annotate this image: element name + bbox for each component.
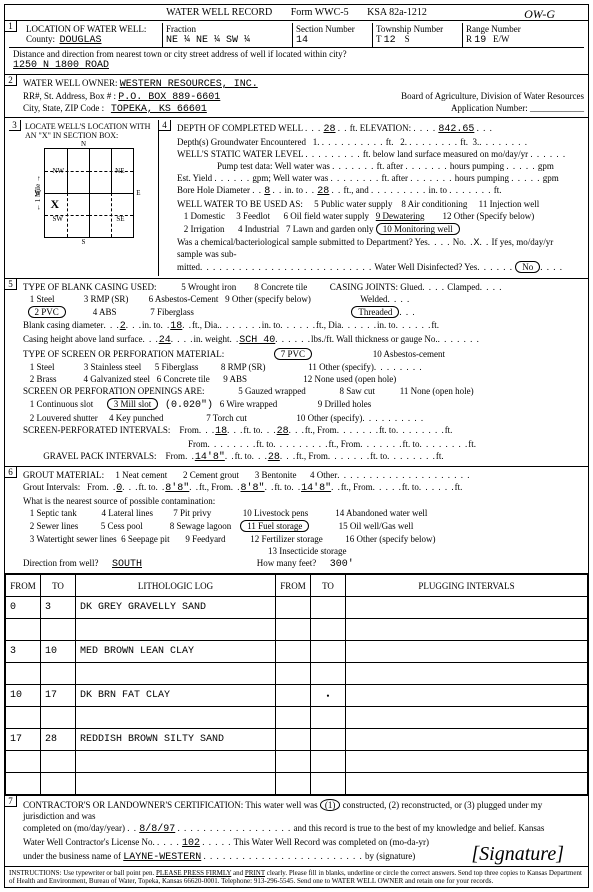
form: WATER WELL RECORD Form WWC-5 KSA 82a-121… [4,4,589,888]
section-2: 2 WATER WELL OWNER: WESTERN RESOURCES, I… [5,75,588,118]
section-3-4: 3 LOCATE WELL'S LOCATION WITH AN "X" IN … [5,118,588,279]
use-monitoring: 10 Monitoring well [376,223,460,235]
section-6: 6 GROUT MATERIAL: 1 Neat cement 2 Cement… [5,467,588,574]
address: 1250 N 1800 ROAD [13,60,109,71]
table-row: 1017DK BRN FAT CLAY• [6,685,588,707]
title: WATER WELL RECORD [166,7,272,18]
table-row [6,663,588,685]
table-row: 310MED BROWN LEAN CLAY [6,641,588,663]
disinfected-no: No [515,261,540,273]
section-num: 3 [9,120,21,131]
fraction: NE ¼ NE ¼ SW ¼ [166,35,250,46]
section-7: 7 CONTRACTOR'S OR LANDOWNER'S CERTIFICAT… [5,796,588,867]
perf-to: 28 [277,426,289,437]
city-zip: TOPEKA, KS 66601 [111,104,207,115]
table-row [6,773,588,795]
form-no: Form WWC-5 [291,7,349,18]
bore1: 8 [264,186,270,197]
contam-fuel: 11 Fuel storage [240,520,309,532]
county: DOUGLAS [60,35,102,46]
table-row: 03DK GREY GRAVELLY SAND [6,597,588,619]
po-box: P.O. BOX 889-6601 [118,92,220,103]
section-num: 2 [5,75,17,86]
x-mark: X [51,197,60,212]
grout-to: 8'8" [165,483,189,494]
owner: WESTERN RESOURCES, INC. [120,79,258,90]
slot-size: (0.020") [165,400,213,411]
section-num: 1 [5,21,17,32]
section-num: 5 [5,279,17,290]
business: LAYNE-WESTERN [123,852,201,863]
casing-height: 24 [159,335,171,346]
section-num: 4 [159,120,171,131]
table-row [6,707,588,729]
grout-to2: 14'8" [301,483,331,494]
casing-weight: SCH 40 [239,335,275,346]
township: 12 [384,35,396,46]
elevation: 842.65 [438,124,474,135]
log-table: FROMTOLITHOLOGIC LOGFROMTOPLUGGING INTER… [5,574,588,795]
ksa: KSA 82a-1212 [367,7,427,18]
instructions: INSTRUCTIONS: Use typewriter or ball poi… [5,867,588,887]
section-no: 14 [296,35,308,46]
feet: 300' [330,559,354,570]
joint-threaded: Threaded [351,306,399,318]
bore2: 28 [317,186,329,197]
signature: [Signature] [471,843,564,866]
direction: SOUTH [112,559,142,570]
table-row [6,619,588,641]
title-row: WATER WELL RECORD Form WWC-5 KSA 82a-121… [5,5,588,21]
section-5: 5 TYPE OF BLANK CASING USED: 5 Wrought i… [5,279,588,467]
perf-from: 18 [215,426,227,437]
opening-mill: 3 Mill slot [107,398,159,410]
screen-pvc: 7 PVC [274,348,312,360]
section-1: 1 LOCATION OF WATER WELL:County: DOUGLAS… [5,21,588,75]
license: 102 [182,838,200,849]
section-num: 6 [5,467,17,478]
lithologic-log: FROMTOLITHOLOGIC LOGFROMTOPLUGGING INTER… [5,574,588,796]
gravel-from: 14'8" [195,452,225,463]
depth: 28 [324,124,336,135]
casing-pvc: 2 PVC [28,306,66,318]
ow-code: OW-G [524,7,555,22]
gravel-to: 28 [268,452,280,463]
table-row [6,751,588,773]
table-row: 1728REDDISH BROWN SILTY SAND [6,729,588,751]
blank-to: 18 [170,321,182,332]
completion-date: 8/8/97 [139,824,175,835]
section-grid: NW NE SW SE W E X [44,148,134,238]
range: 19 [474,35,486,46]
